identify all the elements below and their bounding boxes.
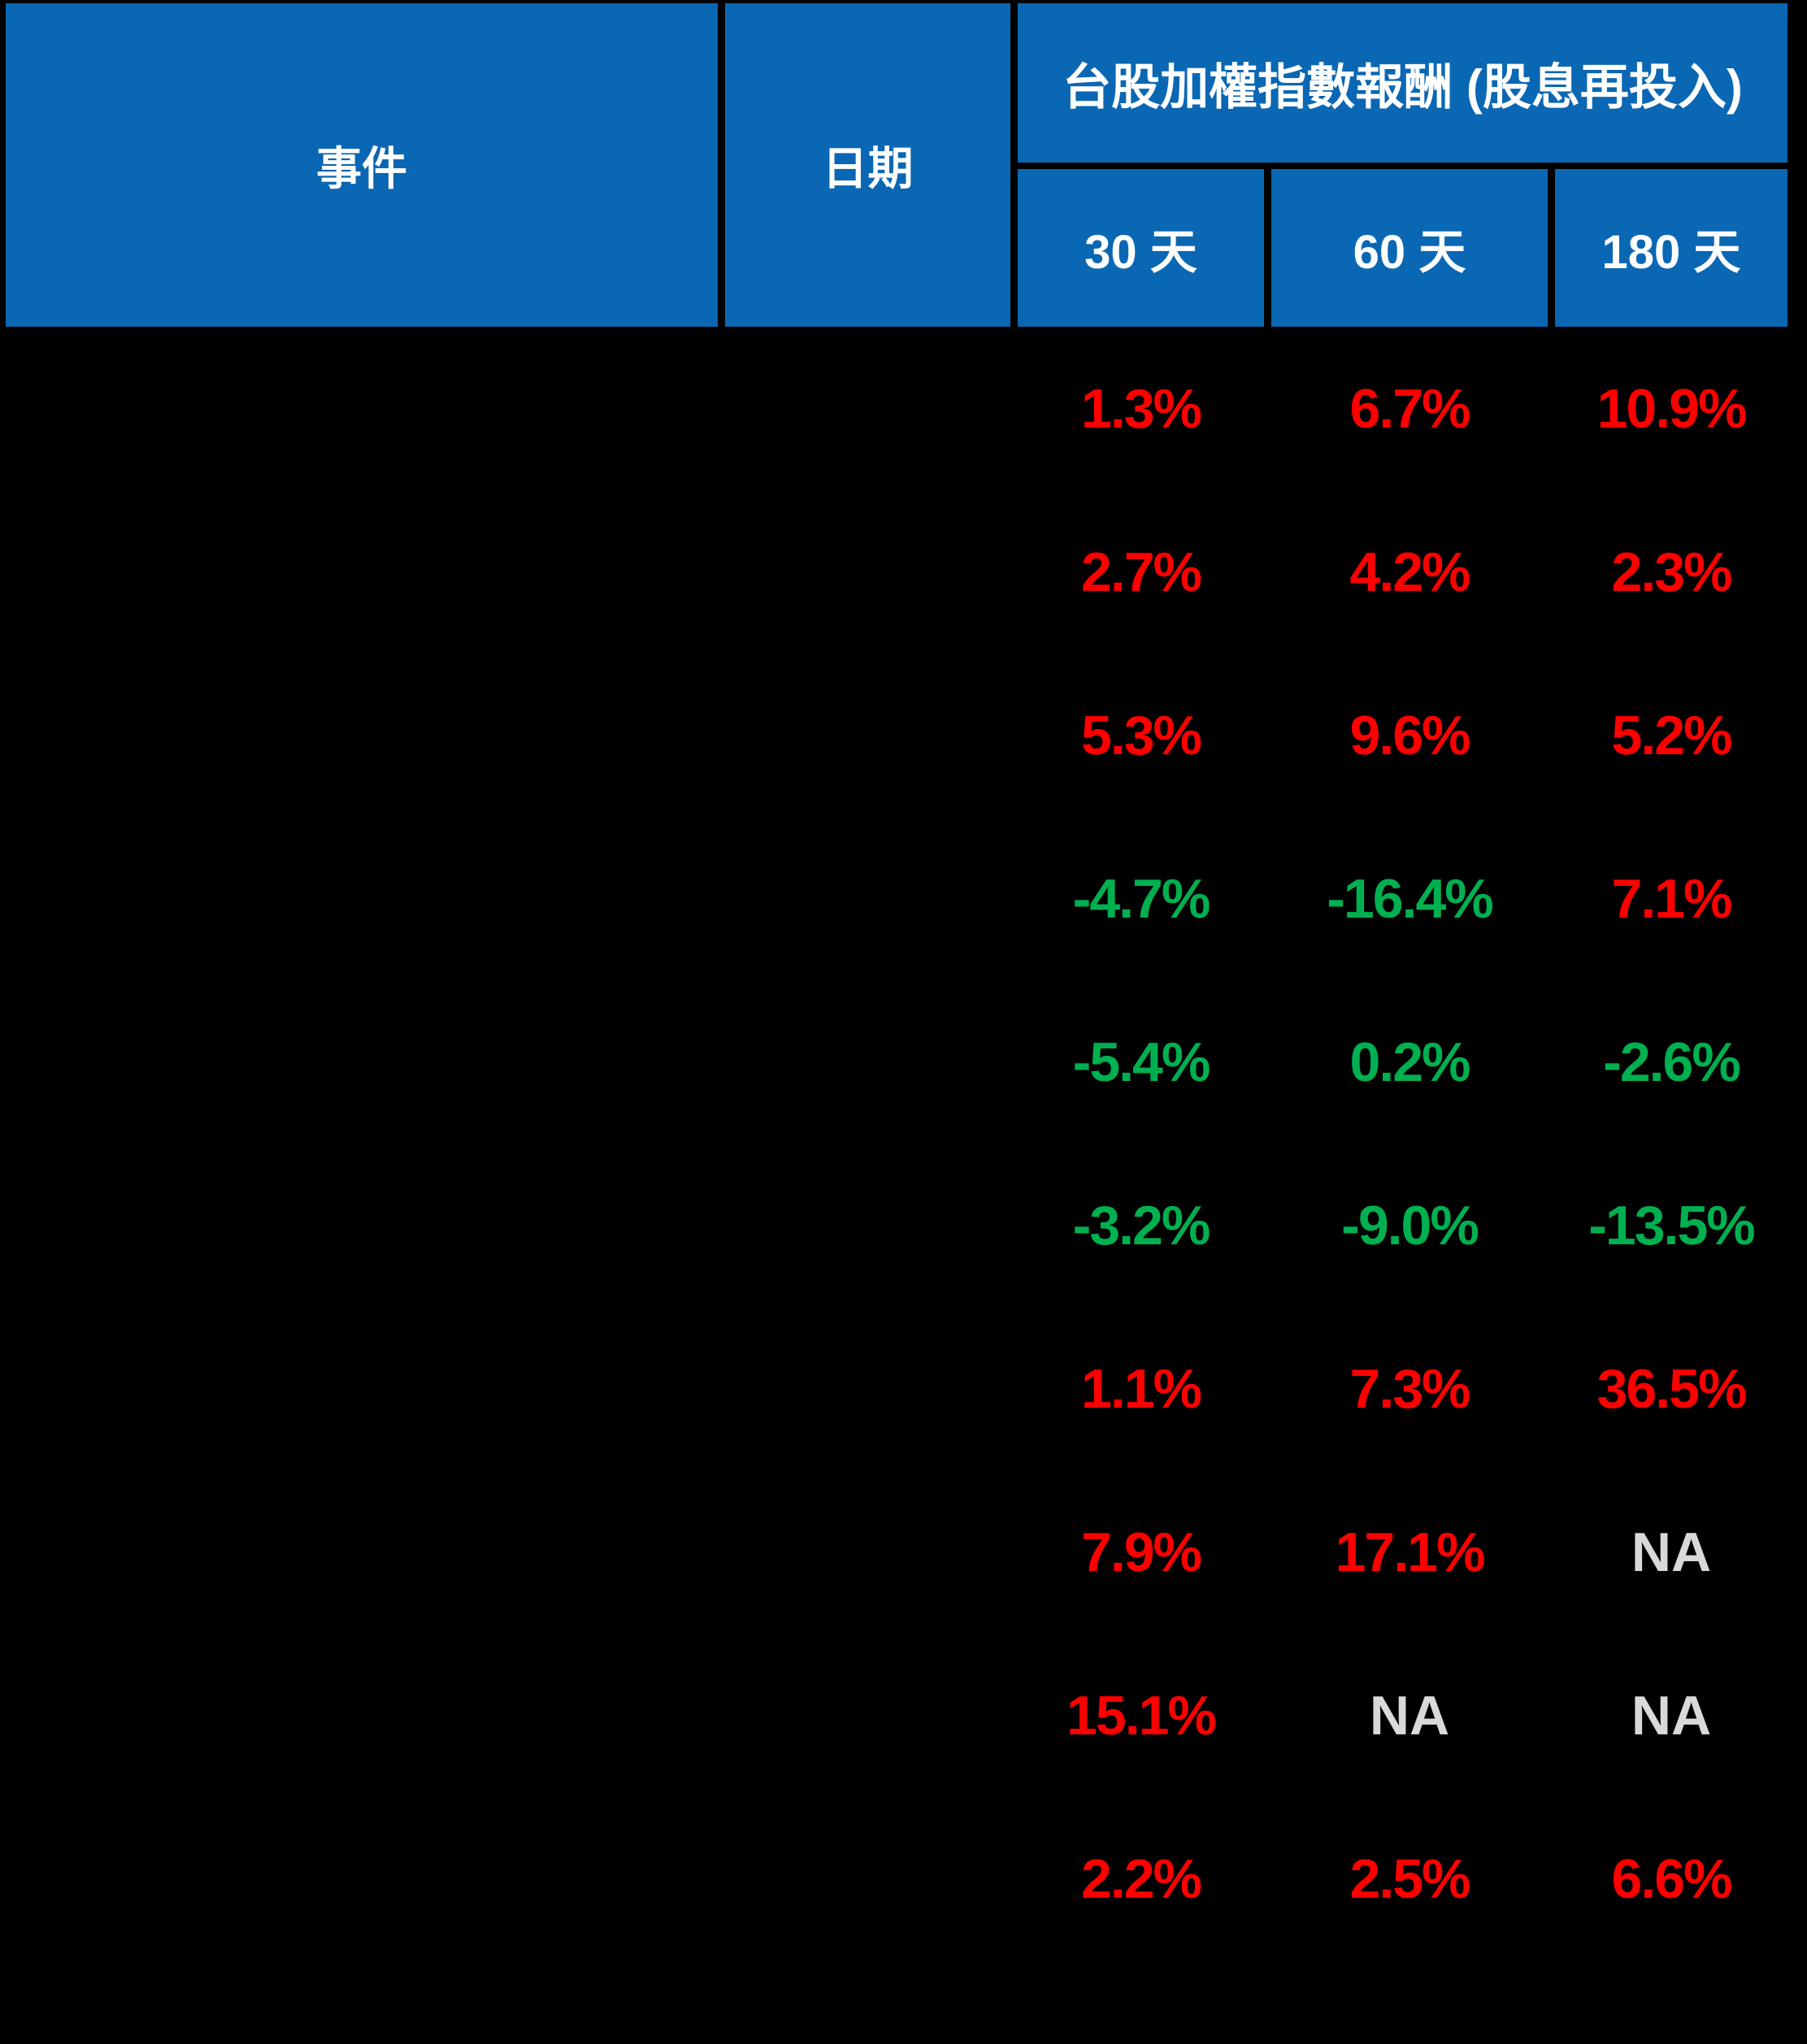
return-60d-cell: 4.2% [1349, 540, 1471, 603]
table-header: 事件 日期 台股加權指數報酬 (股息再投入) 30 天 60 天 180 天 [6, 3, 1787, 327]
event-cell [6, 817, 718, 980]
column-header-180d: 180 天 [1555, 169, 1787, 327]
column-header-60d: 60 天 [1271, 169, 1548, 327]
date-cell [725, 490, 1010, 653]
column-header-event-label: 事件 [316, 142, 407, 194]
column-header-event: 事件 [6, 3, 718, 327]
date-cell [725, 1307, 1010, 1470]
return-30d-cell: -3.2% [1072, 1194, 1211, 1256]
return-180d-cell: 36.5% [1596, 1357, 1748, 1420]
column-header-date: 日期 [725, 3, 1010, 327]
date-cell [725, 327, 1010, 490]
return-180d-cell: 5.2% [1611, 704, 1733, 766]
column-header-30d: 30 天 [1018, 169, 1264, 327]
column-header-date-label: 日期 [822, 142, 914, 194]
date-cell [725, 1797, 1010, 1960]
column-header-180d-label: 180 天 [1601, 226, 1741, 279]
return-60d-cell: 6.7% [1349, 377, 1471, 440]
date-cell [725, 653, 1010, 817]
return-30d-cell: -5.4% [1072, 1031, 1211, 1093]
return-180d-cell: -2.6% [1603, 1031, 1741, 1093]
return-30d-cell: 15.1% [1066, 1684, 1217, 1747]
event-cell [6, 1634, 718, 1797]
group-header-index-return: 台股加權指數報酬 (股息再投入) [1018, 3, 1787, 163]
date-cell [725, 1144, 1010, 1307]
event-cell [6, 327, 718, 490]
date-cell [725, 1470, 1010, 1634]
return-180d-cell: 6.6% [1611, 1847, 1733, 1910]
return-60d-cell: 2.5% [1349, 1847, 1471, 1910]
return-180d-cell: 10.9% [1596, 377, 1748, 440]
return-60d-cell: -9.0% [1341, 1194, 1479, 1256]
return-180d-cell: 2.3% [1611, 540, 1733, 603]
return-30d-cell: 1.3% [1081, 377, 1202, 440]
return-180d-cell: NA [1631, 1521, 1712, 1583]
return-180d-cell: NA [1631, 1684, 1712, 1747]
return-30d-cell: 1.1% [1081, 1357, 1202, 1420]
date-cell [725, 980, 1010, 1144]
return-60d-cell: 9.6% [1349, 704, 1471, 766]
column-header-30d-label: 30 天 [1084, 226, 1197, 279]
return-60d-cell: 17.1% [1335, 1521, 1486, 1583]
date-cell [725, 817, 1010, 980]
return-30d-cell: 2.7% [1081, 540, 1202, 603]
event-cell [6, 1307, 718, 1470]
column-header-60d-label: 60 天 [1353, 226, 1466, 279]
return-180d-cell: -13.5% [1588, 1194, 1755, 1256]
event-cell [6, 653, 718, 817]
return-30d-cell: 5.3% [1081, 704, 1202, 766]
event-cell [6, 1144, 718, 1307]
return-60d-cell: 0.2% [1349, 1031, 1471, 1093]
date-cell [725, 1634, 1010, 1797]
event-cell [6, 490, 718, 653]
return-60d-cell: 7.3% [1349, 1357, 1471, 1420]
event-cell [6, 1470, 718, 1634]
event-cell [6, 980, 718, 1144]
return-30d-cell: 7.9% [1081, 1521, 1202, 1583]
event-cell [6, 1797, 718, 1960]
return-60d-cell: -16.4% [1327, 867, 1493, 930]
return-30d-cell: -4.7% [1072, 867, 1211, 930]
return-30d-cell: 2.2% [1081, 1847, 1202, 1910]
group-header-label: 台股加權指數報酬 (股息再投入) [1062, 59, 1743, 115]
table-body: 1.3% 6.7% 10.9% 2.7% 4.2% 2.3% 5.3% 9.6%… [6, 327, 1787, 1960]
return-60d-cell: NA [1369, 1684, 1450, 1747]
return-180d-cell: 7.1% [1611, 867, 1733, 930]
